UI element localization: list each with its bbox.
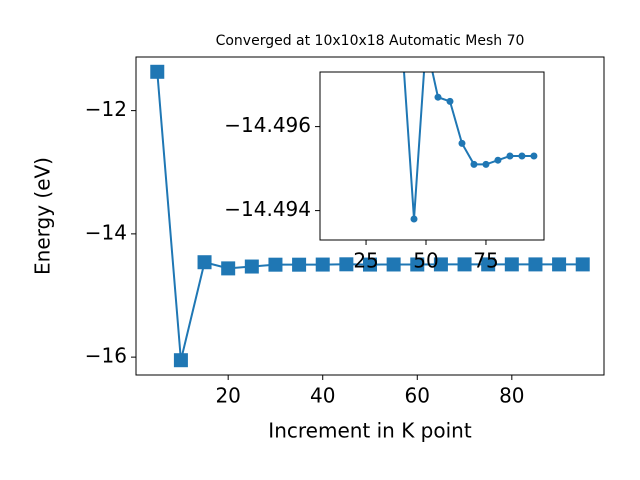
data-marker	[292, 257, 307, 272]
plot-area	[403, 72, 538, 223]
data-marker	[446, 97, 454, 105]
y-axis-label: Energy (eV)	[31, 157, 55, 275]
data-marker	[410, 257, 425, 272]
data-marker	[197, 255, 212, 270]
x-tick-label: 60	[405, 384, 430, 408]
x-tick-label: 50	[413, 249, 438, 273]
y-tick-label: −14.496	[224, 113, 311, 137]
data-marker	[221, 261, 236, 276]
data-marker	[552, 257, 567, 272]
data-marker	[244, 259, 259, 274]
data-marker	[433, 257, 448, 272]
data-marker	[173, 353, 188, 368]
data-marker	[504, 257, 519, 272]
data-marker	[339, 257, 354, 272]
data-marker	[530, 152, 538, 160]
plot-area	[150, 64, 590, 368]
data-marker	[457, 257, 472, 272]
x-tick-label: 40	[310, 384, 335, 408]
data-marker	[315, 257, 330, 272]
data-marker	[506, 152, 514, 160]
data-marker	[470, 160, 478, 168]
y-tick-label: −14	[85, 220, 127, 244]
data-marker	[575, 257, 590, 272]
data-marker	[150, 64, 165, 79]
data-marker	[268, 257, 283, 272]
data-marker	[410, 215, 418, 223]
y-tick-label: −16	[85, 344, 127, 368]
x-tick-label: 20	[215, 384, 240, 408]
x-axis-label: Increment in K point	[268, 419, 472, 443]
x-tick-label: 25	[353, 249, 378, 273]
data-marker	[482, 160, 490, 168]
y-tick-label: −12	[85, 97, 127, 121]
data-marker	[481, 257, 496, 272]
y-tick-label: −14.494	[224, 197, 311, 221]
x-tick-label: 80	[499, 384, 524, 408]
data-marker	[518, 152, 526, 160]
data-marker	[528, 257, 543, 272]
chart-title: Converged at 10x10x18 Automatic Mesh 70	[216, 33, 525, 49]
data-marker	[434, 93, 442, 101]
data-marker	[386, 257, 401, 272]
x-tick-label: 75	[473, 249, 498, 273]
data-marker	[458, 139, 466, 147]
axes-frame	[319, 71, 545, 241]
data-marker	[494, 156, 502, 164]
axes-frame	[135, 56, 605, 376]
data-marker	[363, 257, 377, 272]
